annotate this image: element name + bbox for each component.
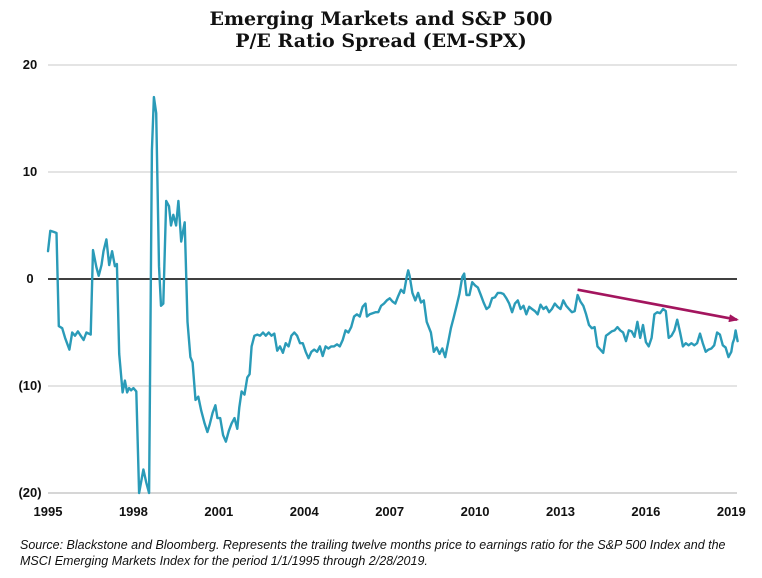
y-tick-label: (10) (18, 378, 41, 393)
y-tick-label: 10 (23, 164, 37, 179)
source-note: Source: Blackstone and Bloomberg. Repres… (20, 538, 726, 568)
x-tick-label: 2004 (290, 504, 320, 519)
y-tick-label: 0 (26, 271, 33, 286)
x-tick-label: 1995 (34, 504, 63, 519)
chart-title-line-1: Emerging Markets and S&P 500 (209, 8, 553, 30)
x-tick-label: 2007 (375, 504, 404, 519)
x-tick-label: 2010 (461, 504, 490, 519)
y-tick-label: 20 (23, 57, 37, 72)
x-tick-label: 1998 (119, 504, 148, 519)
x-tick-label: 2019 (717, 504, 746, 519)
chart-title-line-2: P/E Ratio Spread (EM-SPX) (235, 30, 527, 52)
series-line (46, 95, 739, 495)
y-tick-label: (20) (18, 485, 41, 500)
x-tick-label: 2001 (204, 504, 233, 519)
x-tick-label: 2013 (546, 504, 575, 519)
x-tick-label: 2016 (631, 504, 660, 519)
trend-arrow (577, 288, 739, 323)
